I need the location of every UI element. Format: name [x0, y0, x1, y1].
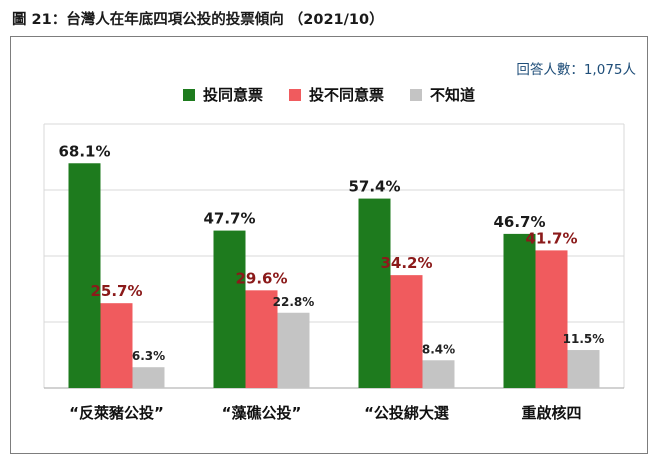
bar-unknown-0: [132, 367, 165, 388]
bar-unknown-3: [567, 350, 600, 388]
legend-item-agree: 投同意票: [182, 84, 263, 105]
legend-swatch-agree: [182, 88, 195, 101]
bar-agree-0: [68, 163, 101, 388]
legend-label-unknown: 不知道: [430, 86, 476, 104]
bar-disagree-2: [390, 275, 423, 388]
value-label-agree-3: 46.7%: [493, 213, 545, 231]
value-labels: 68.1% 25.7% 6.3% 47.7% 29.6% 22.8% 57.4% 34.2% 8…: [58, 142, 604, 363]
value-label-agree-2: 57.4%: [348, 178, 400, 196]
legend-swatch-disagree: [288, 88, 301, 101]
legend-item-disagree: 投不同意票: [288, 84, 384, 105]
respondent-count: 回答人數：1,075人: [516, 62, 636, 78]
value-label-disagree-3: 41.7%: [525, 229, 577, 247]
value-label-unknown-0: 6.3%: [132, 349, 165, 363]
chart-legend: 投同意票 投不同意票 不知道: [0, 84, 658, 105]
figure-title: 圖 21：台灣人在年底四項公投的投票傾向 （2021/10）: [12, 12, 384, 28]
category-labels: “反萊豬公投” “藻礁公投” “公投綁大選 重啟核四: [69, 404, 581, 422]
bar-disagree-0: [100, 303, 133, 388]
value-label-unknown-2: 8.4%: [422, 342, 455, 356]
legend-label-disagree: 投不同意票: [308, 86, 384, 104]
value-label-agree-0: 68.1%: [58, 142, 110, 160]
bar-agree-3: [503, 233, 536, 388]
bar-disagree-3: [535, 250, 568, 388]
value-label-agree-1: 47.7%: [203, 210, 255, 228]
bar-agree-1: [213, 230, 246, 388]
bar-unknown-2: [422, 360, 455, 388]
legend-swatch-unknown: [410, 88, 422, 101]
bar-agree-2: [358, 198, 391, 388]
bar-unknown-1: [277, 312, 310, 388]
value-label-disagree-1: 29.6%: [235, 269, 287, 287]
category-label-0: “反萊豬公投”: [69, 404, 164, 422]
value-label-unknown-3: 11.5%: [563, 332, 605, 346]
bar-disagree-1: [245, 290, 278, 388]
value-label-disagree-2: 34.2%: [380, 254, 432, 272]
value-label-unknown-1: 22.8%: [273, 295, 315, 309]
legend-item-unknown: 不知道: [410, 84, 475, 105]
category-label-2: “公投綁大選: [364, 404, 449, 422]
value-label-disagree-0: 25.7%: [90, 282, 142, 300]
category-label-1: “藻礁公投”: [222, 404, 302, 422]
bars: [68, 163, 600, 388]
legend-label-agree: 投同意票: [202, 86, 263, 104]
category-label-3: 重啟核四: [521, 404, 581, 422]
